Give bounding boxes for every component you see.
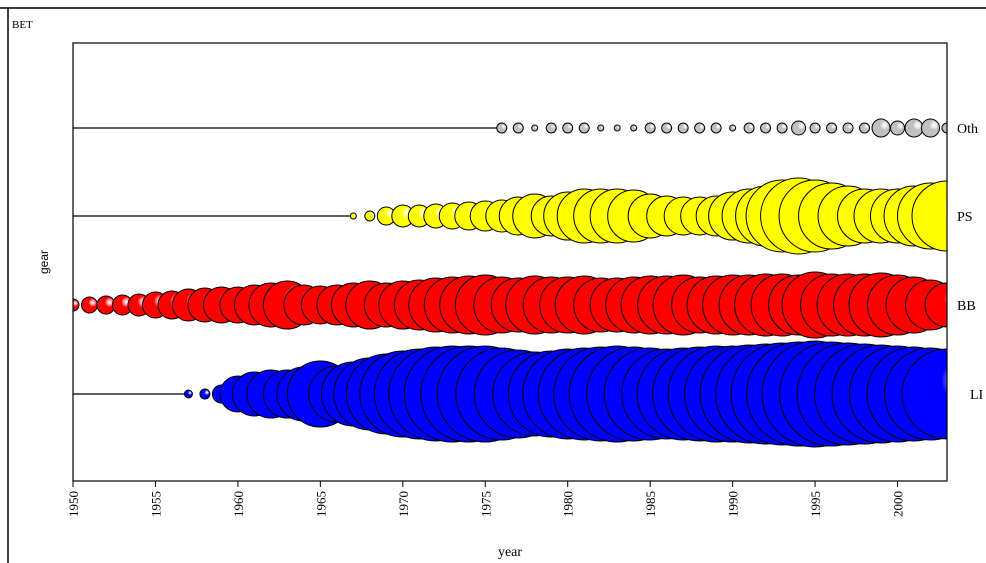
category-label: BB	[957, 299, 976, 314]
bubble-point	[644, 122, 656, 134]
bubble-point	[545, 122, 557, 134]
series-lines	[73, 127, 502, 395]
bubble-point	[890, 120, 906, 136]
bubble-point	[73, 298, 80, 312]
bubble-point	[562, 122, 574, 134]
bubble-point	[677, 122, 689, 134]
bubble-point	[859, 122, 871, 134]
bubble-point	[183, 389, 193, 399]
bubble-point	[791, 120, 807, 136]
bubble-point	[199, 388, 211, 400]
bubble-point	[871, 118, 891, 138]
x-tick-label: 1990	[726, 491, 741, 517]
x-tick-label: 2000	[891, 491, 906, 517]
bubble-point	[613, 124, 621, 132]
bubble-point	[901, 348, 947, 440]
bubble-point	[911, 180, 947, 252]
bubble-point	[80, 296, 98, 314]
bubble-point	[776, 122, 788, 134]
x-tick-label: 1965	[313, 491, 328, 517]
bubble-point	[694, 122, 706, 134]
bubble-point	[743, 122, 755, 134]
bubble-point	[710, 122, 722, 134]
bubble-point	[826, 122, 838, 134]
bubble-point	[661, 122, 673, 134]
bubble-point	[842, 122, 854, 134]
bubble-point	[941, 122, 947, 134]
x-tick-label: 1960	[231, 491, 246, 517]
plot-area-border	[72, 42, 948, 482]
x-tick-label: 1980	[561, 491, 576, 517]
y-axis-label: gear	[37, 250, 51, 274]
bubble-point	[904, 118, 924, 138]
bubble-point	[921, 118, 941, 138]
bubble-point	[809, 122, 821, 134]
bubble-point	[578, 122, 590, 134]
x-tick-label: 1995	[808, 491, 823, 517]
category-label: Oth	[957, 122, 978, 137]
x-tick-label: 1975	[478, 491, 493, 517]
category-labels: Oth PS BB LI	[957, 122, 984, 403]
bubble-point	[630, 124, 638, 132]
bubble-point	[531, 124, 539, 132]
x-tick-label: 1970	[396, 491, 411, 517]
bubble-point	[349, 212, 357, 220]
bubble-point	[760, 122, 772, 134]
chart-title: BET	[12, 19, 33, 31]
x-axis-label: year	[498, 545, 522, 560]
bubble-point	[924, 282, 947, 328]
x-tick-label: 1950	[66, 491, 81, 517]
x-tick-label: 1985	[643, 491, 658, 517]
bubble-point	[364, 210, 376, 222]
bubble-point	[512, 122, 524, 134]
bubbles-layer	[73, 118, 947, 448]
x-axis-ticks: 1950 1955 1960 1965 1970 1975 1980 1985 1990 1995…	[66, 481, 906, 517]
category-label: PS	[957, 210, 973, 225]
x-tick-label: 1955	[148, 491, 163, 517]
bubble-point	[597, 124, 605, 132]
bubble-point	[496, 122, 508, 134]
category-label: LI	[970, 388, 984, 403]
bubble-point	[729, 124, 737, 132]
